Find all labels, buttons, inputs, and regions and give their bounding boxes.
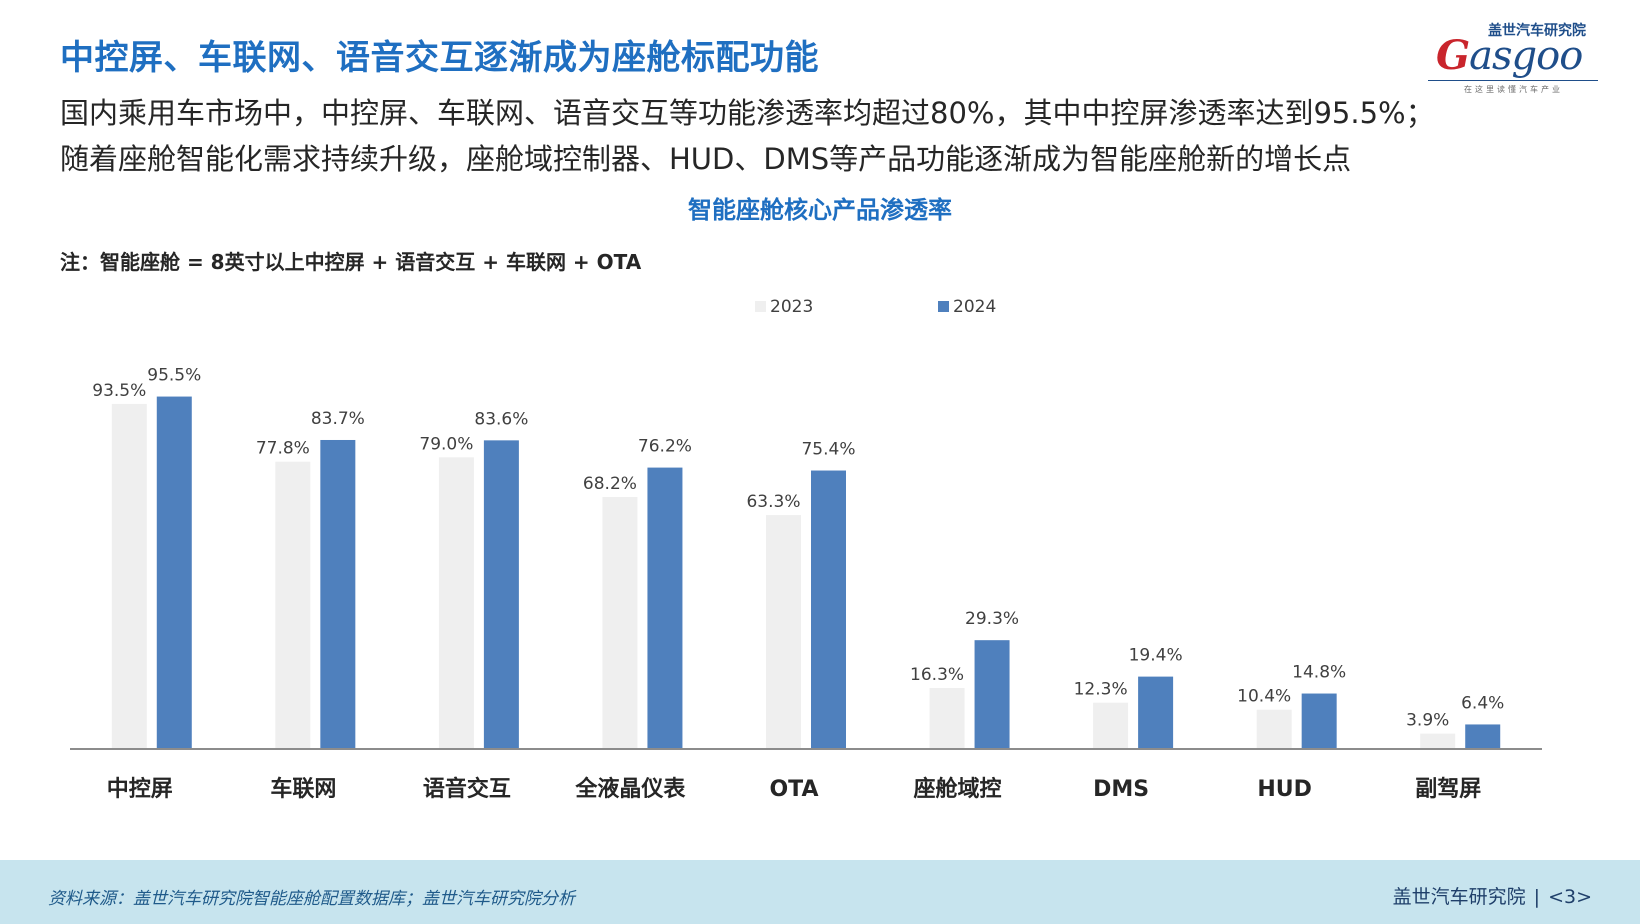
- data-label-2023-0: 93.5%: [92, 381, 146, 401]
- bar-2023-3: [602, 497, 638, 748]
- page-title: 中控屏、车联网、语音交互逐渐成为座舱标配功能: [60, 38, 819, 78]
- bar-2024-2: [483, 440, 519, 748]
- data-label-2024-2: 83.6%: [474, 409, 528, 429]
- data-label-2023-2: 79.0%: [419, 434, 473, 454]
- data-label-2024-1: 83.7%: [311, 409, 365, 429]
- category-label-4: OTA: [769, 777, 818, 802]
- bar-2024-8: [1465, 724, 1501, 748]
- logo-slogan: 在这里读懂汽车产业: [1464, 85, 1563, 94]
- data-label-2024-7: 14.8%: [1292, 663, 1346, 683]
- data-label-2023-7: 10.4%: [1237, 687, 1291, 707]
- gasgoo-logo: 盖世汽车研究院 Gasgoo 在这里读懂汽车产业: [1428, 18, 1598, 94]
- data-label-2023-3: 68.2%: [583, 474, 637, 494]
- bar-2024-4: [811, 470, 846, 748]
- bar-2024-5: [974, 640, 1010, 748]
- footer-brand-block: 盖世汽车研究院 | <3>: [1393, 882, 1592, 909]
- bar-2024-6: [1138, 676, 1174, 748]
- category-label-1: 车联网: [270, 776, 336, 802]
- legend-swatch-2023: [755, 301, 766, 312]
- subtitle-line-1: 国内乘用车市场中，中控屏、车联网、语音交互等功能渗透率均超过80%，其中中控屏渗…: [60, 96, 1435, 130]
- category-label-3: 全液晶仪表: [574, 776, 686, 802]
- footer-bar: 资料来源：盖世汽车研究院智能座舱配置数据库；盖世汽车研究院分析 盖世汽车研究院 |…: [0, 860, 1640, 924]
- data-label-2024-6: 19.4%: [1129, 646, 1183, 666]
- legend-swatch-2024: [938, 301, 949, 312]
- page-number: <3>: [1548, 886, 1592, 908]
- data-label-2023-1: 77.8%: [256, 439, 310, 459]
- category-label-0: 中控屏: [107, 776, 173, 802]
- chart-title: 智能座舱核心产品渗透率: [688, 196, 952, 224]
- bar-2023-4: [766, 515, 801, 748]
- page-subtitle: 国内乘用车市场中，中控屏、车联网、语音交互等功能渗透率均超过80%，其中中控屏渗…: [60, 90, 1600, 182]
- chart-area: 智能座舱核心产品渗透率注：智能座舱 = 8英寸以上中控屏 + 语音交互 + 车联…: [0, 190, 1640, 850]
- category-label-6: DMS: [1093, 777, 1149, 802]
- bar-2024-0: [156, 396, 192, 748]
- footer-source: 资料来源：盖世汽车研究院智能座舱配置数据库；盖世汽车研究院分析: [48, 889, 575, 909]
- logo-divider: [1428, 80, 1598, 81]
- footer-separator: |: [1533, 886, 1541, 908]
- bar-2023-1: [275, 461, 311, 748]
- bar-2023-2: [438, 457, 474, 748]
- data-label-2024-8: 6.4%: [1461, 693, 1504, 713]
- category-label-8: 副驾屏: [1415, 776, 1481, 802]
- data-label-2024-0: 95.5%: [147, 366, 201, 386]
- data-label-2024-5: 29.3%: [965, 609, 1019, 629]
- data-label-2023-6: 12.3%: [1074, 680, 1128, 700]
- bar-2023-5: [929, 688, 965, 748]
- bar-2023-7: [1256, 709, 1292, 748]
- subtitle-line-2: 随着座舱智能化需求持续升级，座舱域控制器、HUD、DMS等产品功能逐渐成为智能座…: [60, 142, 1352, 176]
- logo-initial: G: [1436, 32, 1470, 79]
- logo-cn-text: 盖世汽车研究院: [1488, 23, 1586, 39]
- bar-2024-1: [320, 439, 356, 748]
- category-label-7: HUD: [1257, 777, 1312, 802]
- data-label-2024-4: 75.4%: [801, 440, 855, 460]
- footer-brand: 盖世汽车研究院: [1392, 886, 1526, 908]
- bar-2024-3: [647, 467, 683, 748]
- chart-note: 注：智能座舱 = 8英寸以上中控屏 + 语音交互 + 车联网 + OTA: [60, 250, 642, 274]
- bar-2023-8: [1420, 733, 1456, 748]
- logo-word-rest: asgoo: [1469, 33, 1583, 79]
- legend-label-2023: 2023: [770, 297, 813, 317]
- data-label-2024-3: 76.2%: [638, 437, 692, 457]
- category-label-5: 座舱域控: [914, 776, 1002, 802]
- bar-2024-7: [1301, 693, 1337, 748]
- data-label-2023-5: 16.3%: [910, 665, 964, 685]
- bar-2023-0: [111, 403, 147, 748]
- bar-2023-6: [1093, 702, 1129, 748]
- logo-wordmark: Gasgoo: [1436, 32, 1583, 79]
- data-label-2023-8: 3.9%: [1406, 711, 1449, 731]
- data-label-2023-4: 63.3%: [746, 492, 800, 512]
- legend-label-2024: 2024: [953, 297, 996, 317]
- category-label-2: 语音交互: [423, 776, 511, 802]
